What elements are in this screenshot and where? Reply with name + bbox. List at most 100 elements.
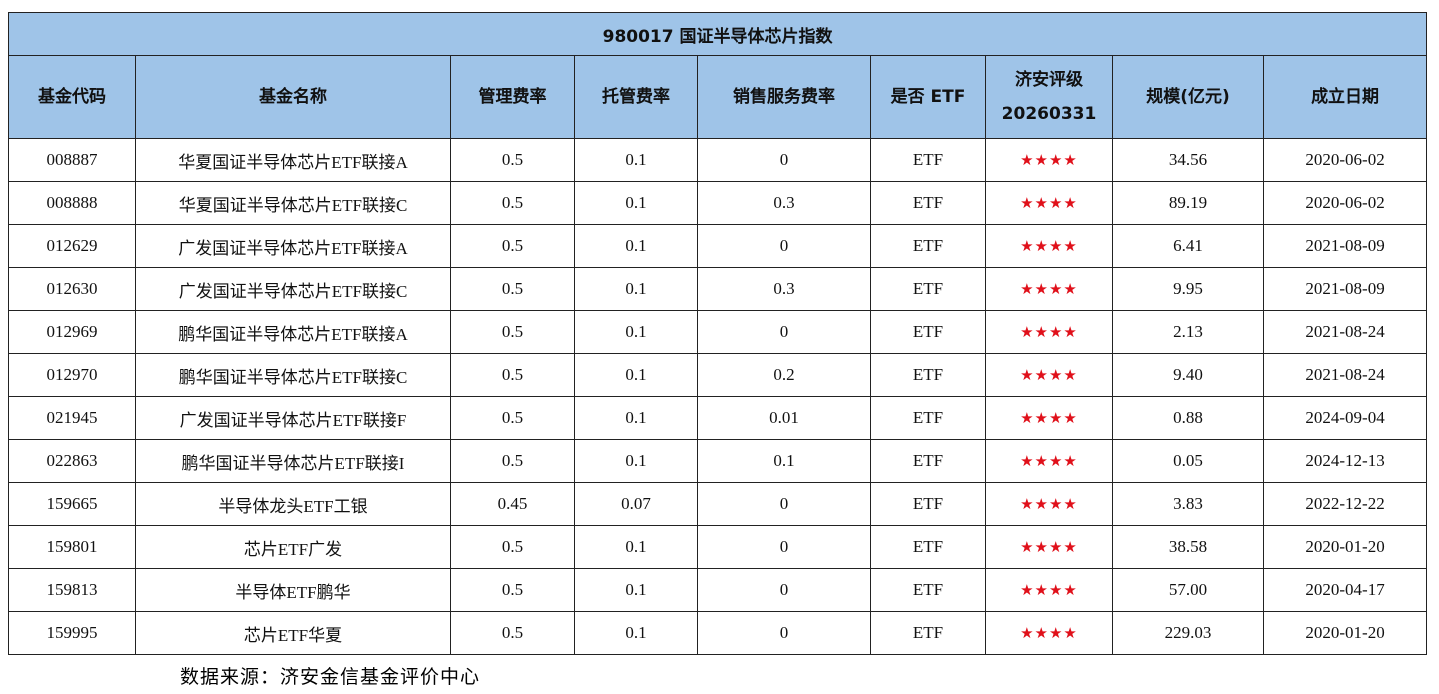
table-cell: ETF — [870, 138, 986, 182]
header-line: 销售服务费率 — [733, 87, 835, 107]
table-cell: 0.5 — [450, 353, 575, 397]
header-line: 基金代码 — [38, 87, 106, 107]
table-row: 159813 半导体ETF鹏华 0.5 0.1 0 ETF ★★★★ 57.00 2020-04… — [8, 568, 1428, 612]
table-cell: 9.95 — [1112, 267, 1264, 311]
table-cell: 0.1 — [574, 396, 698, 440]
table-cell: 0.01 — [697, 396, 871, 440]
column-header: 管理费率 — [450, 55, 575, 139]
table-cell: 159813 — [8, 568, 136, 612]
table-cell: ETF — [870, 482, 986, 526]
table-cell: 0.5 — [450, 439, 575, 483]
table-cell: 2.13 — [1112, 310, 1264, 354]
header-line: 托管费率 — [602, 87, 670, 107]
table-cell: ETF — [870, 310, 986, 354]
table-cell: 0.1 — [697, 439, 871, 483]
table-cell: ETF — [870, 611, 986, 655]
table-cell: 159995 — [8, 611, 136, 655]
header-line: 成立日期 — [1311, 87, 1380, 107]
table-cell: 0.1 — [574, 224, 698, 268]
table-cell: 0 — [697, 568, 871, 612]
table-cell: 0.88 — [1112, 396, 1264, 440]
table-cell: ETF — [870, 525, 986, 569]
table-row: 012630 广发国证半导体芯片ETF联接C 0.5 0.1 0.3 ETF ★★★★ 9.9… — [8, 267, 1428, 311]
table-row: 021945 广发国证半导体芯片ETF联接F 0.5 0.1 0.01 ETF ★★★★ 0.… — [8, 396, 1428, 440]
header-line: 是否 ETF — [890, 87, 966, 107]
table-cell: 0 — [697, 482, 871, 526]
rating-cell: ★★★★ — [985, 611, 1113, 655]
header-line: 20260331 — [1001, 104, 1097, 124]
rating-cell: ★★★★ — [985, 396, 1113, 440]
table-cell: 芯片ETF华夏 — [135, 611, 451, 655]
table-cell: 38.58 — [1112, 525, 1264, 569]
table-cell: 芯片ETF广发 — [135, 525, 451, 569]
table-cell: 2022-12-22 — [1262, 482, 1428, 526]
table-cell: 34.56 — [1112, 138, 1264, 182]
table-cell: 021945 — [8, 396, 136, 440]
table-cell: ETF — [870, 181, 986, 225]
table-title: 980017 国证半导体芯片指数 — [7, 12, 1428, 56]
rating-cell: ★★★★ — [985, 525, 1113, 569]
rating-cell: ★★★★ — [985, 439, 1113, 483]
table-cell: 2024-12-13 — [1262, 439, 1428, 483]
table-cell: 0.1 — [574, 611, 698, 655]
table-row: 022863 鹏华国证半导体芯片ETF联接I 0.5 0.1 0.1 ETF ★★★★ 0.0… — [8, 439, 1428, 483]
column-header: 规模(亿元) — [1112, 55, 1264, 139]
table-cell: 广发国证半导体芯片ETF联接C — [135, 267, 451, 311]
source-note: 数据来源：济安金信基金评价中心 — [180, 666, 481, 688]
table-row: 012969 鹏华国证半导体芯片ETF联接A 0.5 0.1 0 ETF ★★★★ 2.13 2… — [8, 310, 1428, 354]
table-cell: 鹏华国证半导体芯片ETF联接A — [135, 310, 451, 354]
table-cell: 0.1 — [574, 353, 698, 397]
table-cell: 0.5 — [450, 310, 575, 354]
table-cell: 0.1 — [574, 181, 698, 225]
table-cell: 0.1 — [574, 310, 698, 354]
table-cell: 0.3 — [697, 181, 871, 225]
table-cell: 0.5 — [450, 181, 575, 225]
rating-cell: ★★★★ — [985, 138, 1113, 182]
table-cell: 2020-06-02 — [1262, 138, 1428, 182]
table-cell: 广发国证半导体芯片ETF联接A — [135, 224, 451, 268]
table-cell: 2020-06-02 — [1262, 181, 1428, 225]
table-cell: 0 — [697, 224, 871, 268]
table-cell: 012969 — [8, 310, 136, 354]
table-cell: 0.1 — [574, 568, 698, 612]
table-row: 159665 半导体龙头ETF工银 0.45 0.07 0 ETF ★★★★ 3.83 2022… — [8, 482, 1428, 526]
table-cell: 0 — [697, 138, 871, 182]
table-cell: ETF — [870, 568, 986, 612]
table-cell: 008887 — [8, 138, 136, 182]
table-cell: 229.03 — [1112, 611, 1264, 655]
rating-cell: ★★★★ — [985, 482, 1113, 526]
table-row: 008887 华夏国证半导体芯片ETF联接A 0.5 0.1 0 ETF ★★★★ 34.56… — [8, 138, 1428, 182]
table-cell: 0.05 — [1112, 439, 1264, 483]
table-cell: 0.1 — [574, 439, 698, 483]
table-row: 159801 芯片ETF广发 0.5 0.1 0 ETF ★★★★ 38.58 2020-01-… — [8, 525, 1428, 569]
table-cell: 2024-09-04 — [1262, 396, 1428, 440]
rating-cell: ★★★★ — [985, 181, 1113, 225]
table-cell: 半导体龙头ETF工银 — [135, 482, 451, 526]
table-cell: 89.19 — [1112, 181, 1264, 225]
table-cell: 0 — [697, 611, 871, 655]
header-line: 规模(亿元) — [1146, 87, 1230, 107]
table-wrap: 980017 国证半导体芯片指数 基金代码 基金名称 管理费率 托管费率 销售服务费率 是… — [7, 12, 1428, 655]
table-row: 012970 鹏华国证半导体芯片ETF联接C 0.5 0.1 0.2 ETF ★★★★ 9.4… — [8, 353, 1428, 397]
table-cell: 0.2 — [697, 353, 871, 397]
header-line: 管理费率 — [478, 87, 547, 107]
table-cell: 159665 — [8, 482, 136, 526]
table-cell: 0.5 — [450, 138, 575, 182]
table-cell: 半导体ETF鹏华 — [135, 568, 451, 612]
table-cell: 008888 — [8, 181, 136, 225]
header-line: 基金名称 — [259, 87, 327, 107]
header-line: 济安评级 — [1015, 70, 1083, 90]
table-cell: 0 — [697, 525, 871, 569]
table-cell: 0.5 — [450, 396, 575, 440]
fund-table: 980017 国证半导体芯片指数 基金代码 基金名称 管理费率 托管费率 销售服务费率 是… — [7, 12, 1428, 655]
column-header: 托管费率 — [574, 55, 698, 139]
table-cell: ETF — [870, 439, 986, 483]
table-cell: 3.83 — [1112, 482, 1264, 526]
table-cell: 0 — [697, 310, 871, 354]
rating-cell: ★★★★ — [985, 353, 1113, 397]
table-cell: 0.5 — [450, 525, 575, 569]
table-cell: 9.40 — [1112, 353, 1264, 397]
column-header: 济安评级 20260331 — [985, 55, 1113, 139]
table-cell: ETF — [870, 353, 986, 397]
